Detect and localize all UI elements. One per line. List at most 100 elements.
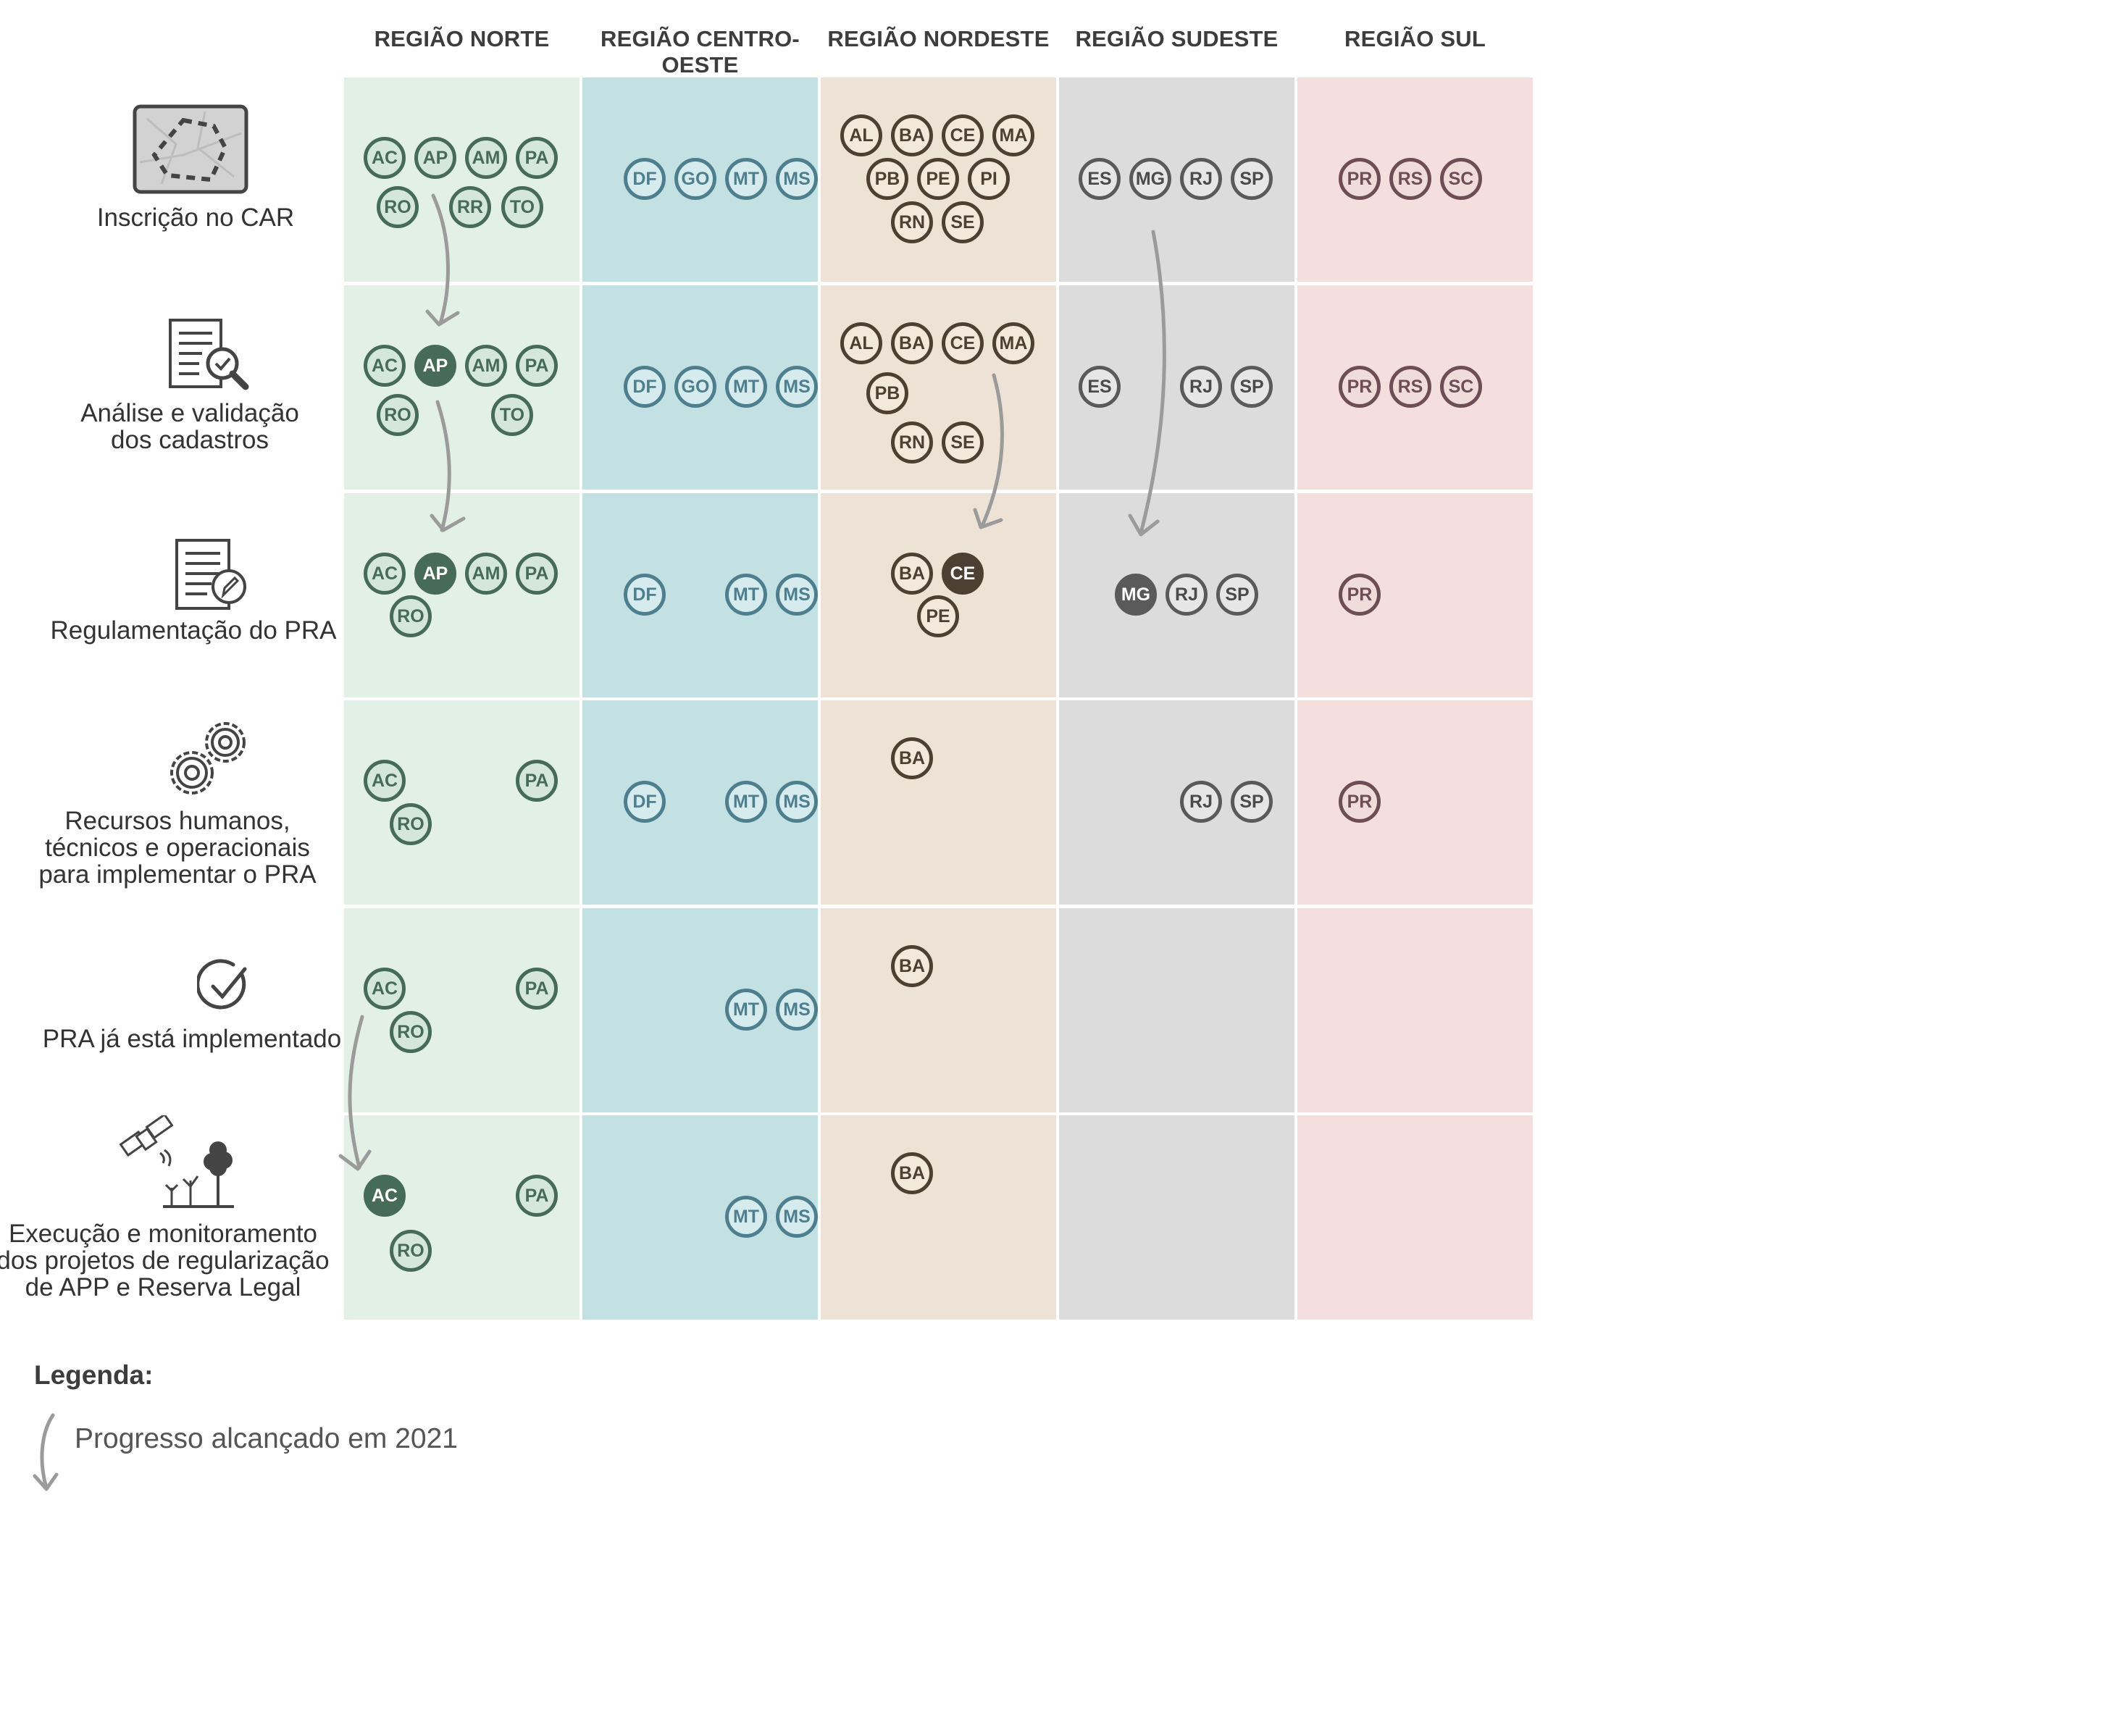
- legend-arrow-icon: [33, 1413, 59, 1491]
- state-badge-ac-progress-2021: AC: [364, 1175, 406, 1217]
- region-header-sul: REGIÃO SUL: [1344, 26, 1486, 51]
- state-badge-pa: PA: [516, 345, 558, 387]
- cell-implementado-norte: AC PA RO: [344, 908, 579, 1112]
- document-pen-icon: [174, 537, 249, 616]
- state-badge-rn: RN: [891, 201, 933, 243]
- cell-regulamentacao-sudeste: MG RJ SP: [1059, 493, 1294, 697]
- state-badge-ro: RO: [390, 803, 432, 845]
- stage-label-implementado: PRA já está implementado: [42, 1025, 342, 1053]
- map-icon: [133, 104, 248, 198]
- state-badge-rr: RR: [449, 186, 491, 228]
- cell-execucao-norte: AC PA RO: [344, 1115, 579, 1320]
- cell-recursos-norte: AC PA RO: [344, 700, 579, 905]
- cell-recursos-sudeste: RJ SP: [1059, 700, 1294, 905]
- state-badge-am: AM: [465, 137, 507, 179]
- state-badge-pa: PA: [516, 137, 558, 179]
- state-badge-ac: AC: [364, 968, 406, 1010]
- state-badge-df: DF: [624, 158, 666, 200]
- state-badge-to: TO: [501, 186, 543, 228]
- cell-implementado-nordeste: BA: [821, 908, 1056, 1112]
- cell-implementado-centro: MT MS: [582, 908, 818, 1112]
- state-badge-ba: BA: [891, 737, 933, 779]
- state-badge-mt: MT: [725, 158, 767, 200]
- legend-title: Legenda:: [34, 1360, 154, 1390]
- cell-execucao-sul: [1297, 1115, 1533, 1320]
- state-badge-pe: PE: [917, 595, 959, 637]
- state-badge-se: SE: [942, 201, 984, 243]
- stage-label-regulamentacao: Regulamentação do PRA: [50, 616, 337, 645]
- state-badge-ma: MA: [992, 114, 1034, 156]
- state-badge-sc: SC: [1440, 366, 1482, 408]
- state-badge-es: ES: [1079, 158, 1121, 200]
- state-badge-go: GO: [674, 366, 716, 408]
- state-badge-ap-progress-2021: AP: [414, 345, 456, 387]
- document-search-icon: [166, 317, 251, 396]
- state-badge-pa: PA: [516, 968, 558, 1010]
- state-badge-sp: SP: [1231, 366, 1273, 408]
- state-badge-ba: BA: [891, 322, 933, 364]
- state-badge-ce: CE: [942, 322, 984, 364]
- state-badge-sp: SP: [1231, 781, 1273, 823]
- state-badge-ac: AC: [364, 137, 406, 179]
- state-badge-to: TO: [491, 394, 533, 436]
- cell-analise-nordeste: AL BA CE MA PB RN SE: [821, 285, 1056, 490]
- legend-arrow-text: Progresso alcançado em 2021: [75, 1423, 458, 1454]
- state-badge-pb: PB: [866, 158, 908, 200]
- region-header-centro: REGIÃO CENTRO-OESTE: [601, 26, 800, 77]
- cell-car-norte: AC AP AM PA RO RR TO: [344, 77, 579, 282]
- cell-car-sul: PR RS SC: [1297, 77, 1533, 282]
- state-badge-rj: RJ: [1166, 574, 1208, 616]
- gears-icon: [169, 719, 254, 804]
- cell-analise-sul: PR RS SC: [1297, 285, 1533, 490]
- state-badge-ms: MS: [776, 366, 818, 408]
- state-badge-pa: PA: [516, 1175, 558, 1217]
- cell-regulamentacao-nordeste: BA CE PE: [821, 493, 1056, 697]
- state-badge-al: AL: [840, 114, 882, 156]
- state-badge-pa: PA: [516, 553, 558, 595]
- state-badge-al: AL: [840, 322, 882, 364]
- state-badge-rj: RJ: [1180, 781, 1222, 823]
- state-badge-mg-progress-2021: MG: [1115, 574, 1157, 616]
- cell-execucao-sudeste: [1059, 1115, 1294, 1320]
- state-badge-ap: AP: [414, 137, 456, 179]
- state-badge-pr: PR: [1339, 781, 1381, 823]
- state-badge-pr: PR: [1339, 366, 1381, 408]
- state-badge-ms: MS: [776, 1196, 818, 1238]
- satellite-forest-icon: [118, 1112, 241, 1213]
- cell-execucao-nordeste: BA: [821, 1115, 1056, 1320]
- stage-label-recursos: Recursos humanos, técnicos e operacionais…: [38, 807, 317, 889]
- state-badge-mt: MT: [725, 366, 767, 408]
- state-badge-pi: PI: [968, 158, 1010, 200]
- state-badge-df: DF: [624, 781, 666, 823]
- state-badge-am: AM: [465, 553, 507, 595]
- cell-analise-sudeste: ES RJ SP: [1059, 285, 1294, 490]
- state-badge-ro: RO: [390, 1011, 432, 1053]
- state-badge-ms: MS: [776, 158, 818, 200]
- state-badge-df: DF: [624, 574, 666, 616]
- state-badge-mt: MT: [725, 1196, 767, 1238]
- state-badge-go: GO: [674, 158, 716, 200]
- region-header-nordeste: REGIÃO NORDESTE: [827, 26, 1050, 51]
- state-badge-ba: BA: [891, 1152, 933, 1194]
- state-badge-ac: AC: [364, 553, 406, 595]
- state-badge-pe: PE: [917, 158, 959, 200]
- state-badge-pa: PA: [516, 760, 558, 802]
- state-badge-rn: RN: [891, 422, 933, 464]
- stage-label-analise: Análise e validação dos cadastros: [80, 399, 299, 454]
- state-badge-ms: MS: [776, 781, 818, 823]
- cell-car-nordeste: AL BA CE MA PB PE PI RN SE: [821, 77, 1056, 282]
- stage-label-execucao: Execução e monitoramento dos projetos de …: [0, 1220, 330, 1301]
- state-badge-am: AM: [465, 345, 507, 387]
- cell-regulamentacao-sul: PR: [1297, 493, 1533, 697]
- state-badge-se: SE: [942, 422, 984, 464]
- cell-recursos-sul: PR: [1297, 700, 1533, 905]
- state-badge-rs: RS: [1389, 366, 1431, 408]
- state-badge-ma: MA: [992, 322, 1034, 364]
- state-badge-sp: SP: [1231, 158, 1273, 200]
- cell-implementado-sudeste: [1059, 908, 1294, 1112]
- state-badge-ms: MS: [776, 574, 818, 616]
- state-badge-pb: PB: [866, 372, 908, 414]
- cell-execucao-centro: MT MS: [582, 1115, 818, 1320]
- state-badge-ba: BA: [891, 945, 933, 987]
